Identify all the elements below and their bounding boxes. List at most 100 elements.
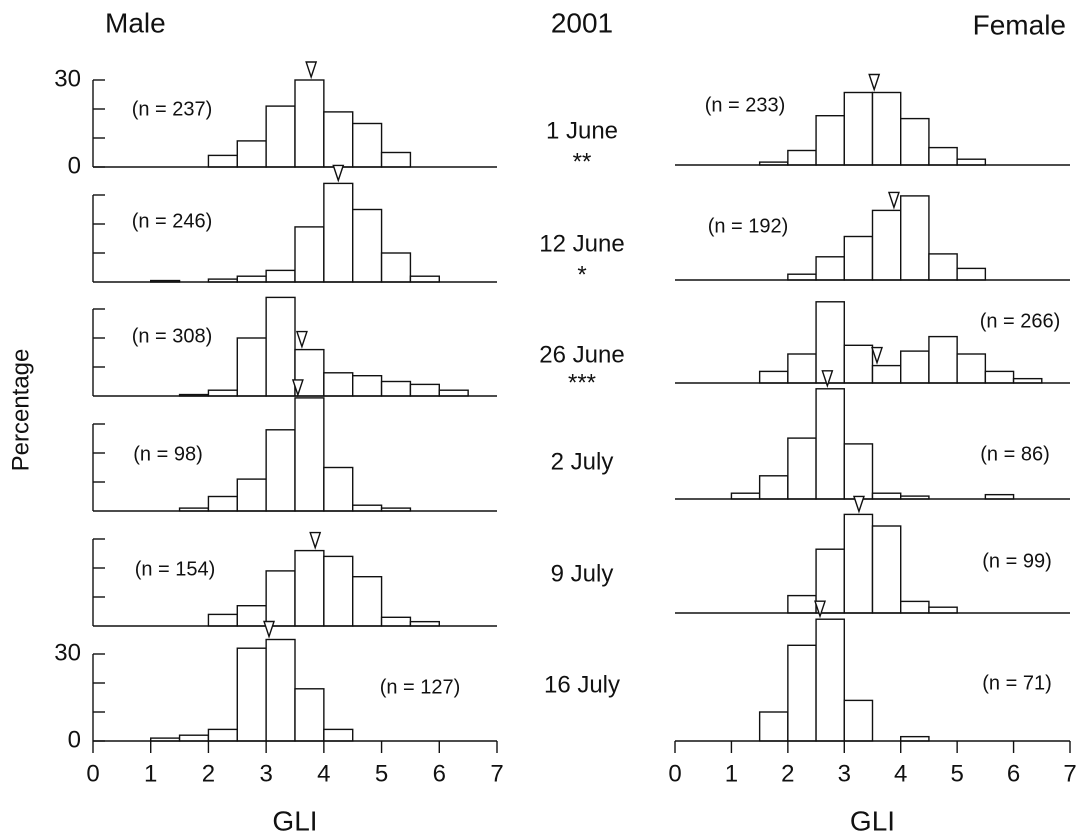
bar	[352, 375, 383, 397]
x-tick-label: 3	[838, 760, 851, 787]
x-tick-label: 1	[725, 760, 738, 787]
bar	[207, 389, 238, 397]
x-axis-label: GLI	[272, 805, 317, 836]
bar	[815, 618, 845, 742]
bar	[787, 149, 817, 166]
year-header: 2001	[551, 7, 613, 38]
bar	[787, 353, 817, 384]
bar	[207, 495, 238, 512]
bar	[265, 269, 296, 283]
bar	[380, 252, 412, 283]
bar	[265, 429, 296, 512]
sample-size: (n = 233)	[705, 94, 786, 116]
x-tick-label: 7	[490, 760, 503, 787]
bar	[323, 182, 354, 283]
date-label: 26 June	[539, 341, 624, 368]
bar	[928, 335, 958, 384]
y-tick-label: 30	[54, 639, 81, 666]
bar	[323, 728, 354, 742]
bar	[871, 364, 902, 384]
bar	[871, 525, 902, 614]
x-tick-label: 0	[86, 760, 99, 787]
mean-marker	[332, 164, 345, 183]
bar	[815, 301, 845, 384]
bar	[956, 158, 987, 166]
bar	[928, 253, 958, 281]
x-tick-label: 4	[317, 760, 330, 787]
bar	[409, 275, 440, 283]
sample-size: (n = 71)	[982, 672, 1051, 694]
mean-marker	[868, 73, 881, 92]
bar	[265, 638, 296, 742]
bar	[758, 475, 789, 500]
bar	[871, 91, 902, 166]
bar	[843, 91, 874, 166]
bar	[956, 353, 987, 384]
x-tick-label: 5	[950, 760, 963, 787]
bar	[984, 370, 1015, 384]
significance: **	[573, 148, 592, 175]
sample-size: (n = 192)	[708, 215, 789, 237]
mean-marker	[291, 379, 304, 398]
sample-size: (n = 237)	[132, 98, 213, 120]
mean-marker	[263, 620, 276, 639]
sample-size: (n = 154)	[135, 558, 216, 580]
bar	[380, 151, 412, 168]
bar	[380, 380, 412, 397]
bar	[294, 226, 325, 283]
y-tick-label: 0	[68, 726, 81, 753]
bar	[787, 273, 817, 281]
bar	[352, 504, 383, 512]
mean-marker	[887, 191, 900, 210]
sample-size: (n = 266)	[980, 310, 1061, 332]
bar	[352, 576, 383, 627]
date-label: 2 July	[551, 448, 614, 475]
bar	[294, 549, 325, 627]
bar	[928, 146, 958, 166]
bar	[236, 605, 267, 627]
bar	[900, 117, 930, 166]
bar	[871, 209, 902, 281]
x-tick-label: 5	[375, 760, 388, 787]
bar	[928, 606, 958, 614]
sample-size: (n = 246)	[132, 210, 213, 232]
x-tick-label: 4	[894, 760, 907, 787]
mean-marker	[871, 346, 883, 365]
date-label: 16 July	[544, 671, 620, 698]
significance: ***	[568, 369, 596, 396]
y-tick-label: 30	[54, 65, 81, 92]
date-label: 9 July	[551, 560, 614, 587]
bar	[900, 600, 930, 614]
bar	[787, 594, 817, 614]
bar	[815, 256, 845, 281]
x-tick-label: 2	[202, 760, 215, 787]
bar	[956, 267, 987, 281]
bar	[815, 114, 845, 166]
bar	[843, 513, 874, 614]
significance: *	[577, 261, 586, 288]
bar	[787, 644, 817, 742]
x-tick-label: 6	[1007, 760, 1020, 787]
y-tick-label: 0	[68, 152, 81, 179]
bar	[294, 79, 325, 168]
bar	[265, 105, 296, 168]
sample-size: (n = 98)	[133, 443, 202, 465]
sample-size: (n = 308)	[132, 325, 213, 347]
y-axis-label: Percentage	[7, 349, 34, 472]
bar	[758, 711, 789, 742]
bar	[323, 466, 354, 512]
date-label: 1 June	[546, 117, 618, 144]
bar	[409, 383, 440, 397]
bar	[207, 613, 238, 627]
date-label: 12 June	[539, 230, 624, 257]
bar	[843, 235, 874, 281]
mean-marker	[852, 495, 865, 514]
bar	[294, 688, 325, 742]
bar	[871, 492, 902, 500]
mean-marker	[821, 370, 834, 389]
bar	[178, 734, 210, 742]
bar	[787, 437, 817, 500]
mean-marker	[814, 600, 826, 619]
x-tick-label: 0	[668, 760, 681, 787]
bar	[265, 296, 296, 397]
